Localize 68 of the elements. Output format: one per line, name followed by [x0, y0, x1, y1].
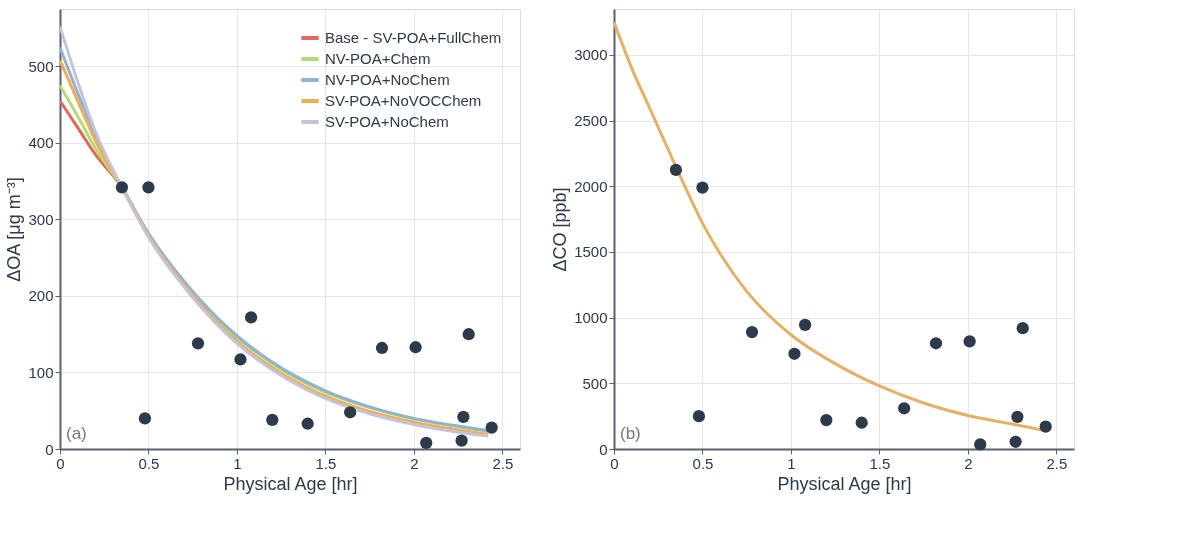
x-tick-label: 0.5 [692, 454, 714, 472]
y-tick-label: 2500 [574, 112, 608, 130]
y-tick-label: 1000 [574, 309, 608, 327]
x-tick-label: 1.5 [315, 454, 337, 472]
x-tick-label: 0 [56, 454, 65, 472]
legend-label: NV-POA+Chem [325, 50, 431, 67]
point [457, 410, 470, 423]
point [696, 181, 709, 194]
x-tick-label: 1 [787, 454, 796, 472]
y-tick-label: 0 [599, 440, 608, 458]
point [974, 438, 987, 451]
point [929, 337, 943, 350]
point [301, 417, 314, 430]
point [485, 421, 498, 434]
point [1039, 420, 1052, 433]
x-axis-title: Physical Age [hr] [223, 473, 358, 494]
x-tick-label: 1.5 [869, 454, 891, 472]
point [1009, 435, 1022, 448]
x-tick-label: 2 [964, 454, 973, 472]
point [234, 353, 247, 366]
point [1011, 410, 1024, 423]
point [820, 413, 833, 427]
point [138, 412, 152, 425]
legend-label: SV-POA+NoVOCChem [325, 92, 482, 109]
point [344, 406, 357, 419]
point [115, 181, 129, 194]
legend-label: SV-POA+NoChem [325, 113, 449, 130]
point [375, 341, 389, 355]
x-tick-label: 1 [233, 454, 242, 472]
x-tick-label: 2.5 [1046, 454, 1068, 472]
point [898, 402, 911, 415]
legend-label: Base - SV-POA+FullChem [325, 29, 502, 46]
point [455, 434, 468, 447]
y-tick-label: 2000 [574, 177, 608, 195]
annotation: (b) [620, 424, 641, 443]
point [788, 347, 801, 360]
point [244, 311, 258, 324]
point [462, 328, 475, 341]
x-axis-title: Physical Age [hr] [777, 473, 912, 494]
y-tick-label: 1500 [574, 243, 608, 261]
point [409, 341, 422, 354]
point [142, 181, 155, 194]
point [963, 335, 976, 348]
x-tick-label: 0 [610, 454, 619, 472]
legend-label: NV-POA+NoChem [325, 71, 450, 88]
point [798, 318, 812, 331]
point [1016, 322, 1029, 335]
y-tick-label: 0 [45, 440, 54, 458]
y-tick-label: 500 [582, 374, 608, 392]
annotation: (a) [66, 424, 87, 443]
y-axis-title: ΔCO [ppb] [550, 187, 571, 272]
y-tick-label: 200 [28, 287, 54, 305]
y-tick-label: 100 [28, 363, 54, 381]
x-tick-label: 0.5 [138, 454, 160, 472]
point [692, 410, 706, 423]
y-tick-label: 500 [28, 57, 54, 75]
point [745, 325, 759, 339]
y-tick-label: 400 [28, 134, 54, 152]
point [420, 436, 433, 449]
y-tick-label: 300 [28, 210, 54, 228]
x-tick-label: 2 [410, 454, 419, 472]
point [266, 413, 279, 427]
point [191, 337, 205, 350]
point [669, 163, 683, 177]
y-tick-label: 3000 [574, 46, 608, 64]
point [855, 416, 868, 429]
x-tick-label: 2.5 [492, 454, 514, 472]
y-axis-title: ΔOA [μg m⁻³] [4, 177, 25, 282]
